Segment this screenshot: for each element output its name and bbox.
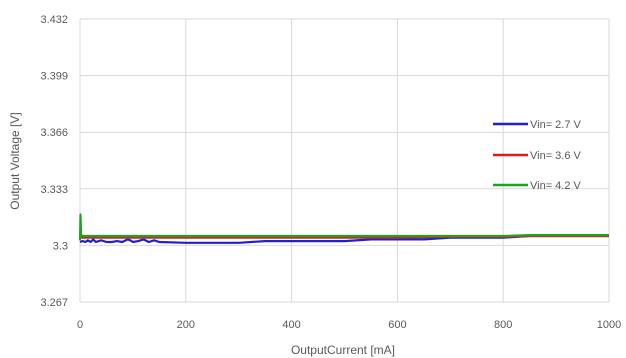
x-tick-label: 600 [388, 319, 406, 331]
series-line-1 [79, 234, 609, 244]
x-tick-label: 400 [282, 319, 300, 331]
y-axis-title: Output Voltage [V] [8, 112, 22, 209]
y-tick-label: 3.399 [40, 71, 68, 83]
x-tick-label: 200 [177, 319, 195, 331]
data-series [78, 213, 609, 244]
y-tick-label: 3.3 [53, 240, 68, 252]
tick-labels: 0 200 400 600 800 1000 3.432 3.399 3.366 3.333 3.3… [40, 14, 621, 331]
legend: Vin= 2.7 V Vin= 3.6 V Vin= 4.2 V [493, 119, 582, 192]
legend-label: Vin= 4.2 V [530, 180, 582, 192]
x-axis-title: OutputCurrent [mA] [291, 343, 395, 357]
y-tick-label: 3.333 [40, 184, 68, 196]
x-tick-label: 1000 [597, 319, 621, 331]
legend-label: Vin= 3.6 V [530, 150, 582, 162]
legend-label: Vin= 2.7 V [530, 119, 582, 131]
y-tick-label: 3.366 [40, 127, 68, 139]
series-line-3 [78, 213, 609, 241]
gridlines [79, 18, 610, 303]
legend-item: Vin= 3.6 V [493, 150, 582, 162]
x-tick-label: 800 [494, 319, 512, 331]
legend-item: Vin= 4.2 V [493, 180, 582, 192]
y-tick-label: 3.267 [40, 297, 68, 309]
x-tick-label: 0 [77, 319, 83, 331]
legend-item: Vin= 2.7 V [493, 119, 582, 131]
y-tick-label: 3.432 [40, 14, 68, 26]
